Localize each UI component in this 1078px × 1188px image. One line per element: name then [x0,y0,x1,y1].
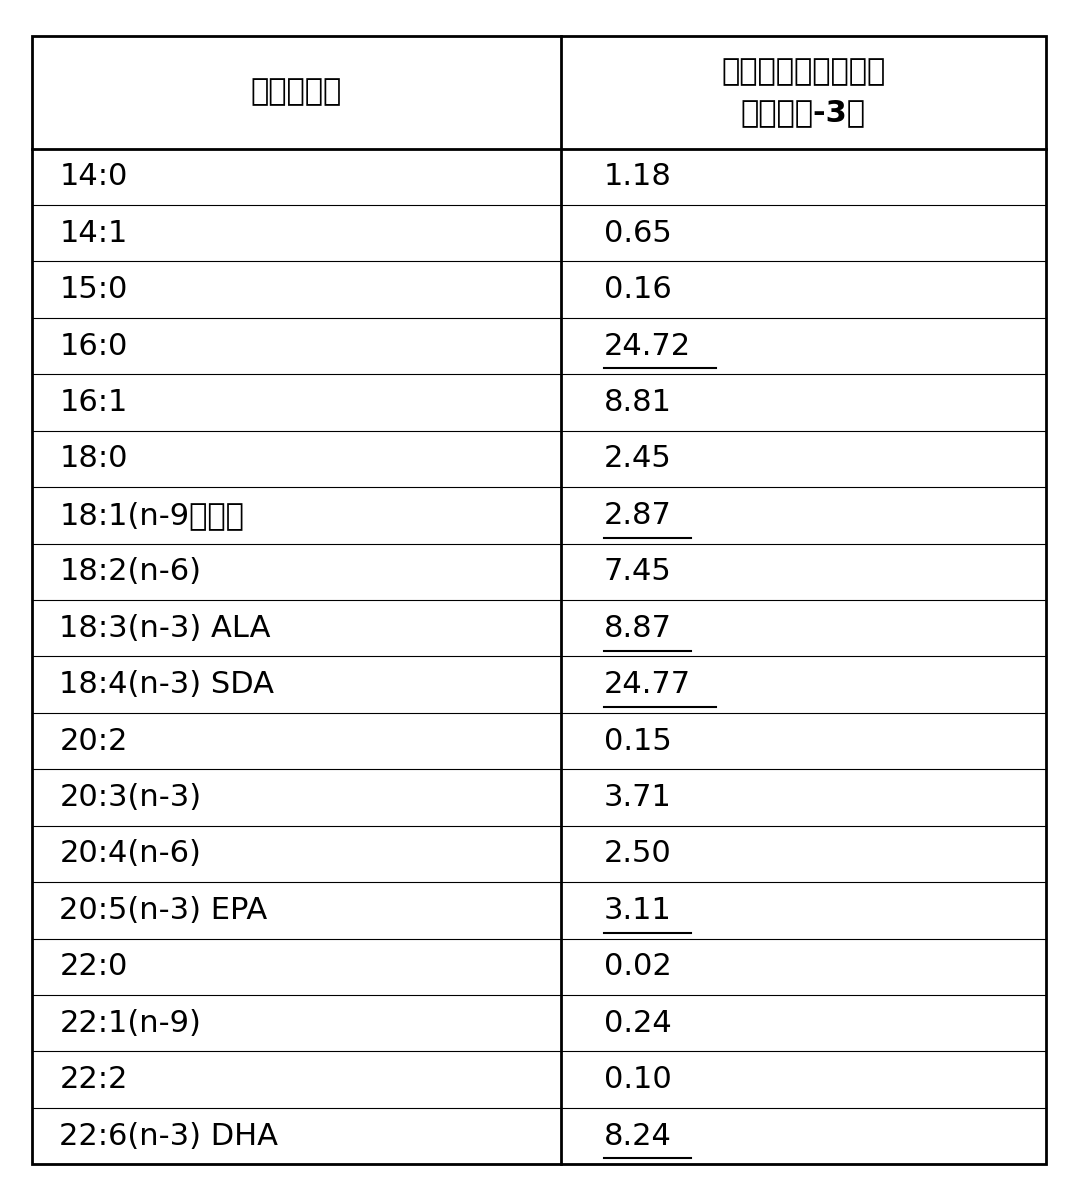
Text: 20:2: 20:2 [59,727,127,756]
Text: 0.24: 0.24 [604,1009,672,1037]
Text: 脂肪酸成分: 脂肪酸成分 [251,77,342,107]
Text: 22:0: 22:0 [59,953,127,981]
Text: 0.02: 0.02 [604,953,672,981]
Text: 7.45: 7.45 [604,557,672,586]
Text: 18:0: 18:0 [59,444,128,473]
Text: 16:0: 16:0 [59,331,127,360]
Text: 24.72: 24.72 [604,331,691,360]
Text: 14:0: 14:0 [59,163,127,191]
Text: 0.65: 0.65 [604,219,672,247]
Text: 20:4(n-6): 20:4(n-6) [59,840,202,868]
Text: 24.77: 24.77 [604,670,691,699]
Text: 0.15: 0.15 [604,727,672,756]
Text: 16:1: 16:1 [59,388,127,417]
Text: 2.45: 2.45 [604,444,672,473]
Text: 22:2: 22:2 [59,1066,127,1094]
Text: 22:6(n-3) DHA: 22:6(n-3) DHA [59,1121,278,1150]
Text: 15:0: 15:0 [59,276,127,304]
Text: 0.16: 0.16 [604,276,672,304]
Text: 8.87: 8.87 [604,614,672,643]
Text: 3.71: 3.71 [604,783,672,811]
Text: 8.24: 8.24 [604,1121,672,1150]
Text: 20:5(n-3) EPA: 20:5(n-3) EPA [59,896,267,924]
Text: 1.18: 1.18 [604,163,672,191]
Text: 0.10: 0.10 [604,1066,672,1094]
Text: 20:3(n-3): 20:3(n-3) [59,783,202,811]
Text: 22:1(n-9): 22:1(n-9) [59,1009,202,1037]
Text: 14:1: 14:1 [59,219,127,247]
Text: 18:4(n-3) SDA: 18:4(n-3) SDA [59,670,274,699]
Text: 8.81: 8.81 [604,388,672,417]
Text: 占总脂肪酸的百分比
（培养基-3）: 占总脂肪酸的百分比 （培养基-3） [721,57,885,127]
Text: 3.11: 3.11 [604,896,672,924]
Text: 18:2(n-6): 18:2(n-6) [59,557,202,586]
Text: 2.87: 2.87 [604,501,672,530]
Text: 18:1(n-9）油酸: 18:1(n-9）油酸 [59,501,244,530]
Text: 2.50: 2.50 [604,840,672,868]
Text: 18:3(n-3) ALA: 18:3(n-3) ALA [59,614,271,643]
